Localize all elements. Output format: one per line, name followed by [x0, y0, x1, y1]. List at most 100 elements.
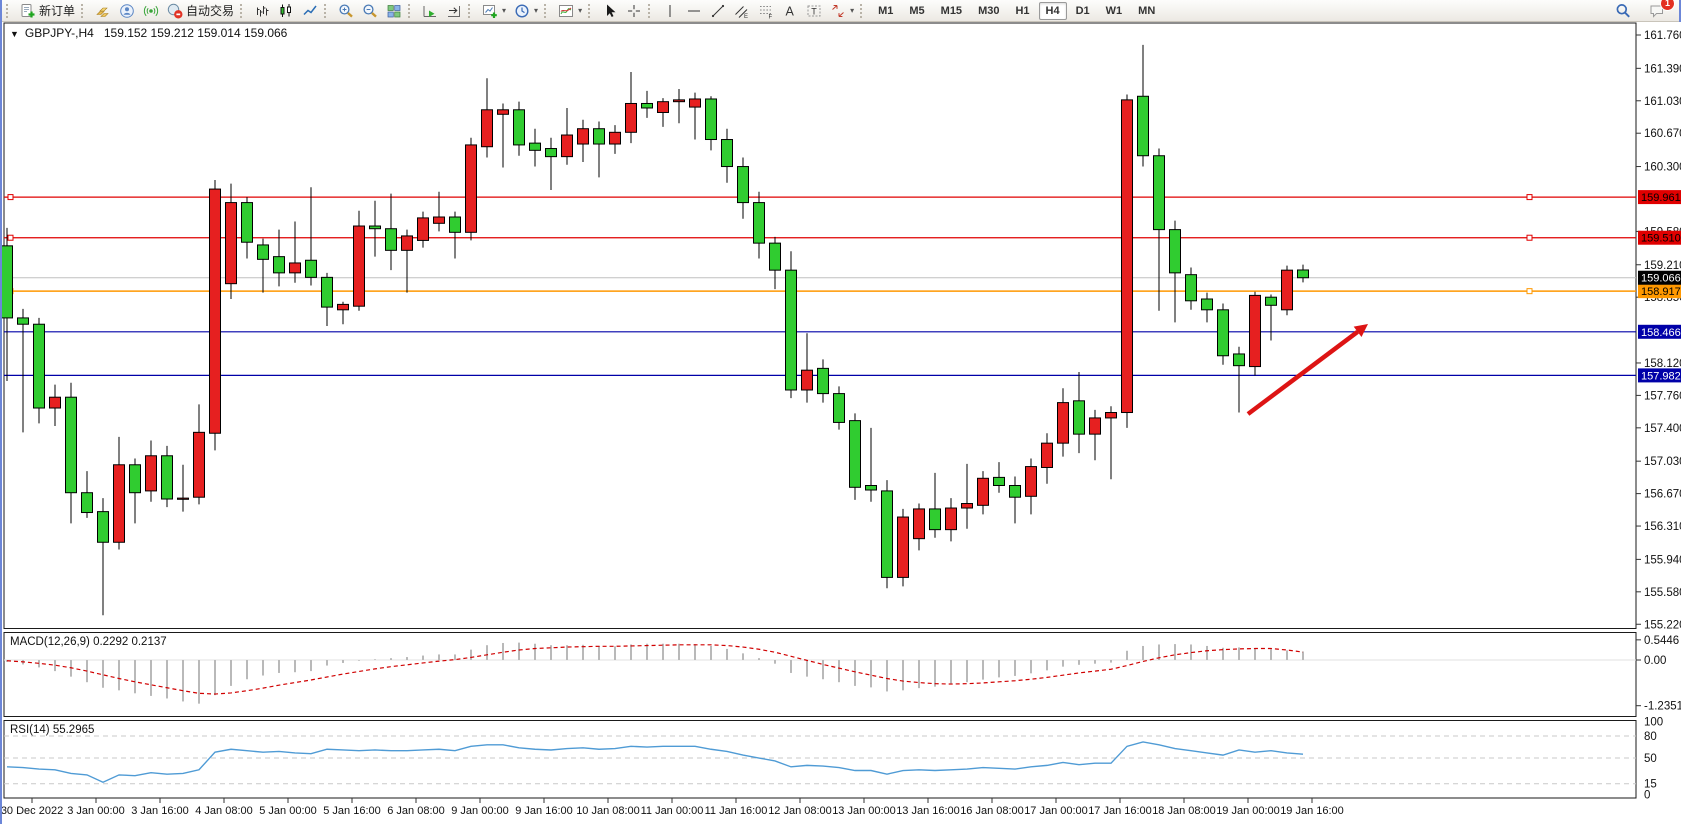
- toolbar-grip: [324, 3, 331, 18]
- bar-chart-button[interactable]: [250, 0, 274, 22]
- horizontal-lines[interactable]: [4, 194, 1636, 376]
- time-label: 17 Jan 16:00: [1088, 805, 1152, 817]
- arrows-button[interactable]: ▾: [826, 0, 858, 22]
- level-price-chip: [1638, 284, 1681, 299]
- candle-body: [625, 102, 637, 133]
- candle-body: [753, 202, 765, 244]
- toolbar-grip: [240, 3, 247, 18]
- candle-body: [17, 317, 29, 325]
- macd-panel-border: [3, 632, 1637, 717]
- time-label: 13 Jan 16:00: [896, 805, 960, 817]
- timeframe-group: M1 M5 M15 M30 H1 H4 D1 W1 MN: [870, 0, 1163, 22]
- candle-body: [1105, 412, 1117, 419]
- time-axis[interactable]: 30 Dec 2022 3 Jan 00:00 3 Jan 16:00 4 Jan 0…: [2, 798, 1344, 817]
- macd-signal-line: [6, 644, 1304, 695]
- timeframe-D1[interactable]: D1: [1075, 4, 1090, 17]
- zoom-in-button[interactable]: [334, 0, 358, 22]
- trendline-button[interactable]: [706, 0, 730, 22]
- annotation-arrow[interactable]: [1246, 324, 1368, 416]
- toolbar-grip: [408, 3, 415, 18]
- vertical-line-button[interactable]: [658, 0, 682, 22]
- timeframe-H1[interactable]: H1: [1015, 4, 1030, 17]
- equidistant-channel-button[interactable]: E: [730, 0, 754, 22]
- signal-button[interactable]: [139, 0, 163, 22]
- timeframe-M5[interactable]: M5: [909, 4, 925, 17]
- dropdown-caret-icon: ▾: [502, 6, 507, 15]
- price-axis[interactable]: 161.760 161.390 161.030 160.670 160.300 159.5…: [1636, 30, 1681, 802]
- macd-axis-label: 0.5446: [1644, 635, 1679, 647]
- main-toolbar: 新订单 自动交易 ▾ ▾ ▾ E F A T ▾ M1 M5 M15 M30 H1 H4 D1 W1 MN 1: [2, 0, 1679, 22]
- search-button[interactable]: [1611, 0, 1635, 22]
- time-label: 9 Jan 16:00: [515, 805, 573, 817]
- indicators-button[interactable]: ▾: [554, 0, 586, 22]
- line-marker: [1526, 234, 1533, 241]
- candle-body: [1057, 402, 1069, 444]
- arrows-icon: [830, 3, 846, 19]
- candle-body: [513, 109, 525, 146]
- text-label-button[interactable]: T: [802, 0, 826, 22]
- tile-windows-button[interactable]: [382, 0, 406, 22]
- candle-chart-button[interactable]: [274, 0, 298, 22]
- macd-indicator-label: MACD(12,26,9) 0.2292 0.2137: [10, 636, 167, 648]
- time-label: 12 Jan 08:00: [768, 805, 832, 817]
- indicators-icon: [558, 3, 574, 19]
- text-button[interactable]: A: [778, 0, 802, 22]
- candle-body: [145, 455, 157, 492]
- candle-body: [993, 476, 1005, 486]
- chart-shift-button[interactable]: [442, 0, 466, 22]
- trendline-icon: [710, 3, 726, 19]
- rsi-axis-label: 0: [1644, 790, 1650, 802]
- zoom-in-icon: [338, 3, 354, 19]
- new-order-icon: [20, 3, 36, 19]
- candle-body: [257, 244, 269, 260]
- period-button[interactable]: ▾: [510, 0, 542, 22]
- vertical-line-icon: [662, 3, 678, 19]
- auto-scroll-button[interactable]: [418, 0, 442, 22]
- candle-body: [289, 262, 301, 274]
- time-label: 30 Dec 2022: [2, 805, 63, 817]
- candle-body: [65, 396, 77, 494]
- profile-button[interactable]: [115, 0, 139, 22]
- crosshair-button[interactable]: [622, 0, 646, 22]
- profile-icon: [119, 3, 135, 19]
- timeframe-M15[interactable]: M15: [940, 4, 963, 17]
- rsi-panel-border: [3, 720, 1637, 799]
- bar-chart-icon: [254, 3, 270, 19]
- main-panel-border: [3, 22, 1637, 629]
- toolbar-grip: [648, 3, 655, 18]
- line-chart-button[interactable]: [298, 0, 322, 22]
- toolbar-grip: [588, 3, 595, 18]
- candle-body: [1297, 269, 1309, 279]
- timeframe-M30[interactable]: M30: [978, 4, 1000, 17]
- cursor-button[interactable]: [598, 0, 622, 22]
- candle-body: [417, 217, 429, 241]
- candle-body: [129, 464, 141, 494]
- svg-text:A: A: [786, 4, 795, 18]
- candle-body: [849, 420, 861, 488]
- collapse-triangle-icon[interactable]: ▼: [10, 29, 19, 39]
- horizontal-line-button[interactable]: [682, 0, 706, 22]
- auto-scroll-icon: [422, 3, 438, 19]
- svg-text:T: T: [811, 6, 817, 16]
- timeframe-MN[interactable]: MN: [1138, 4, 1156, 17]
- timeframe-W1[interactable]: W1: [1105, 4, 1123, 17]
- level-price-chip-text: 159.961: [1641, 192, 1681, 204]
- new-order-label: 新订单: [39, 4, 76, 18]
- time-label: 5 Jan 00:00: [259, 805, 317, 817]
- fibonacci-button[interactable]: F: [754, 0, 778, 22]
- toolbar-grip: [860, 3, 867, 18]
- gold-bars-button[interactable]: [91, 0, 115, 22]
- timeframe-H4[interactable]: H4: [1038, 1, 1067, 20]
- price-tick-label: 155.580: [1644, 587, 1681, 599]
- svg-text:E: E: [744, 14, 748, 19]
- autotrade-button[interactable]: 自动交易: [163, 0, 238, 22]
- timeframe-M1[interactable]: M1: [878, 4, 894, 17]
- new-order-button[interactable]: 新订单: [16, 0, 79, 22]
- current-price-chip-text: 159.066: [1641, 273, 1681, 285]
- new-chart-button[interactable]: ▾: [478, 0, 510, 22]
- candle-body: [929, 508, 941, 531]
- zoom-out-button[interactable]: [358, 0, 382, 22]
- candle-body: [1137, 95, 1149, 157]
- notifications-button[interactable]: 1: [1645, 0, 1675, 22]
